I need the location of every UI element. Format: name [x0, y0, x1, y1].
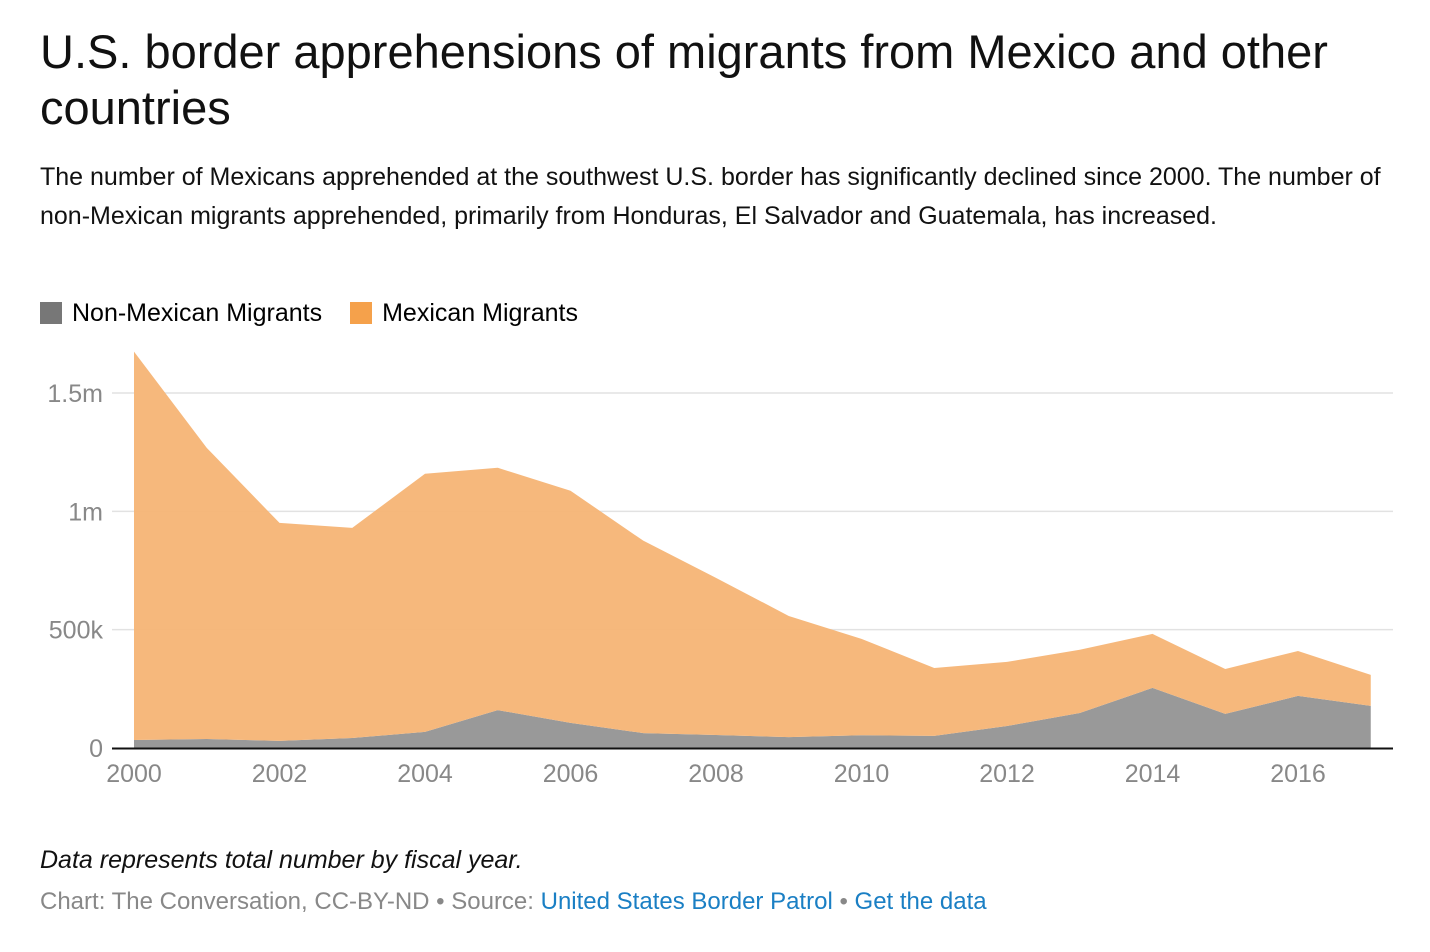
- x-tick-label: 2008: [688, 760, 744, 788]
- source-label: Source:: [451, 888, 541, 915]
- legend-item-non-mexican: Non-Mexican Migrants: [40, 296, 322, 330]
- chart-credit: Chart: The Conversation, CC-BY-ND: [40, 888, 430, 915]
- source-link[interactable]: United States Border Patrol: [540, 888, 833, 915]
- x-tick-label: 2014: [1125, 760, 1181, 788]
- area-chart: 0 500k 1m 1.5m 2000 2002 2004 2006 2008 2010 2012 2…: [47, 351, 1393, 788]
- x-tick-label: 2004: [397, 760, 453, 788]
- area-non-mexican-migrants: [134, 687, 1371, 748]
- y-tick-label: 0: [89, 735, 103, 763]
- x-tick-label: 2010: [834, 760, 890, 788]
- x-tick-label: 2012: [979, 760, 1035, 788]
- legend-item-mexican: Mexican Migrants: [350, 296, 578, 330]
- get-data-link[interactable]: Get the data: [854, 888, 987, 915]
- x-tick-label: 2000: [106, 760, 162, 788]
- legend: Non-Mexican Migrants Mexican Migrants: [40, 296, 578, 330]
- legend-label-mexican: Mexican Migrants: [382, 299, 578, 327]
- x-tick-label: 2006: [543, 760, 599, 788]
- data-note: Data represents total number by fiscal y…: [40, 846, 523, 874]
- y-tick-label: 1m: [68, 498, 103, 526]
- chart-description: The number of Mexicans apprehended at th…: [40, 163, 1381, 230]
- y-tick-label: 1.5m: [47, 380, 103, 408]
- legend-swatch-mexican: [350, 302, 373, 324]
- credit-line: Chart: The Conversation, CC-BY-ND • Sour…: [40, 888, 987, 916]
- y-tick-label: 500k: [49, 617, 104, 645]
- separator: •: [429, 888, 452, 915]
- x-tick-label: 2002: [252, 760, 308, 788]
- x-tick-label: 2016: [1270, 760, 1326, 788]
- area-mexican-migrants: [134, 351, 1371, 741]
- chart-title: U.S. border apprehensions of migrants fr…: [40, 25, 1328, 134]
- legend-label-non-mexican: Non-Mexican Migrants: [72, 299, 323, 327]
- legend-swatch-non-mexican: [40, 302, 62, 324]
- separator: •: [832, 888, 855, 915]
